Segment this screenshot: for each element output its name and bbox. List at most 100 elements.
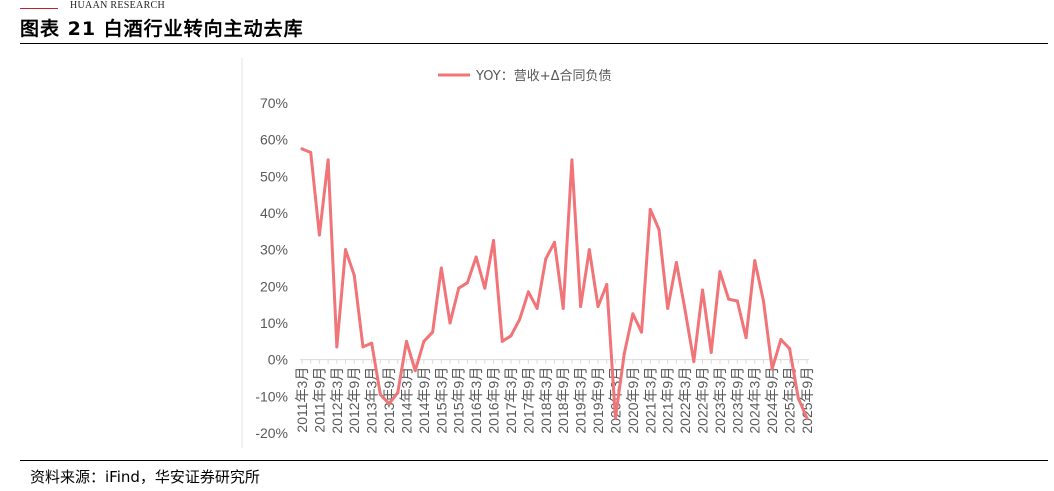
y-tick-label: 40% — [260, 205, 288, 221]
data-point — [335, 345, 339, 349]
data-point — [439, 266, 443, 270]
series-points — [300, 147, 809, 420]
data-point — [761, 299, 765, 303]
data-point — [605, 283, 609, 286]
data-point — [709, 350, 713, 354]
x-tick-label: 2013年3月 — [364, 367, 380, 434]
y-axis: 70% 60% 50% 40% 30% 20% 10% 0% -10% -20% — [255, 95, 288, 441]
data-point — [396, 391, 400, 395]
data-point — [788, 347, 792, 351]
data-point — [561, 306, 565, 310]
x-tick-label: 2022年9月 — [695, 367, 711, 434]
x-tick-label: 2014年3月 — [398, 367, 414, 434]
data-point — [370, 341, 374, 345]
y-tick-label: 70% — [260, 95, 288, 111]
data-point — [622, 352, 626, 356]
x-tick-label: 2015年3月 — [433, 367, 449, 434]
data-point — [352, 273, 356, 277]
x-tick-label: 2014年9月 — [416, 367, 432, 434]
x-tick-label: 2025年9月 — [799, 367, 815, 434]
legend-label: YOY：营收+Δ合同负债 — [475, 69, 611, 84]
x-tick-label: 2013年9月 — [381, 367, 397, 434]
data-point — [387, 402, 391, 406]
y-tick-label: 50% — [260, 168, 288, 184]
data-point — [404, 339, 408, 343]
data-point — [718, 270, 722, 274]
data-point — [544, 257, 548, 261]
x-tick-label: 2021年3月 — [642, 367, 658, 434]
data-point — [796, 396, 800, 400]
data-point — [483, 286, 487, 290]
x-tick-label: 2011年9月 — [311, 367, 327, 433]
data-point — [596, 305, 600, 308]
data-point — [361, 345, 365, 349]
x-tick-label: 2025年3月 — [782, 367, 798, 434]
data-point — [640, 330, 644, 334]
data-point — [378, 393, 382, 396]
brand-name: HUAAN RESEARCH — [70, 0, 166, 11]
x-tick-label: 2019年9月 — [590, 367, 606, 434]
data-point — [492, 239, 496, 242]
x-tick-label: 2024年9月 — [764, 367, 780, 434]
data-point — [317, 233, 321, 237]
data-point — [570, 158, 574, 162]
data-point — [657, 228, 661, 231]
y-tick-label: 60% — [260, 132, 288, 148]
y-tick-label: 0% — [268, 352, 288, 368]
data-point — [300, 147, 304, 151]
source-divider — [20, 460, 1048, 461]
x-tick-label: 2023年9月 — [729, 367, 745, 434]
title-divider — [20, 43, 1048, 44]
figure-title: 图表 21 白酒行业转向主动去库 — [20, 18, 304, 40]
x-tick-label: 2018年9月 — [555, 367, 571, 434]
x-axis-labels: 2011年3月 2011年9月 2012年3月 2012年9月 2013年3月 2013年… — [294, 367, 815, 434]
data-point — [613, 416, 617, 420]
data-point — [326, 158, 330, 162]
data-point — [692, 360, 696, 363]
data-point — [753, 259, 757, 263]
data-point — [518, 317, 522, 321]
data-point — [744, 336, 748, 340]
x-tick-label: 2023年3月 — [712, 367, 728, 434]
data-point — [465, 281, 469, 285]
x-tick-label: 2021年9月 — [660, 367, 676, 434]
x-axis-ticks — [301, 359, 808, 364]
x-tick-label: 2015年9月 — [451, 367, 467, 434]
data-point — [474, 255, 478, 259]
x-tick-label: 2024年3月 — [747, 367, 763, 434]
data-point — [422, 339, 426, 343]
data-point — [309, 151, 313, 154]
data-point — [448, 321, 452, 325]
data-point — [509, 334, 513, 338]
x-tick-label: 2018年3月 — [538, 367, 554, 434]
data-point — [779, 338, 783, 341]
brand-accent-line — [20, 8, 58, 9]
x-tick-label: 2022年3月 — [677, 367, 693, 434]
x-tick-label: 2017年9月 — [520, 367, 536, 434]
data-point — [805, 416, 809, 420]
data-point — [666, 306, 670, 310]
x-tick-label: 2012年9月 — [346, 367, 362, 434]
y-tick-label: 10% — [260, 315, 288, 331]
data-point — [457, 286, 461, 290]
y-tick-label: -10% — [255, 388, 288, 404]
x-tick-label: 2019年3月 — [573, 367, 589, 434]
data-point — [648, 207, 652, 211]
data-point — [727, 297, 731, 301]
data-point — [701, 288, 705, 292]
x-tick-label: 2016年9月 — [486, 367, 502, 434]
data-point — [674, 261, 678, 264]
y-tick-label: -20% — [255, 425, 288, 441]
data-point — [553, 240, 556, 244]
data-point — [413, 369, 417, 373]
x-tick-label: 2012年3月 — [329, 367, 345, 434]
data-point — [587, 248, 591, 252]
data-point — [683, 308, 687, 312]
data-point — [344, 248, 348, 252]
x-tick-label: 2016年3月 — [468, 367, 484, 434]
chart-legend: YOY：营收+Δ合同负债 — [438, 69, 611, 84]
data-point — [526, 290, 530, 294]
data-point — [535, 306, 539, 310]
x-tick-label: 2017年3月 — [503, 367, 519, 434]
